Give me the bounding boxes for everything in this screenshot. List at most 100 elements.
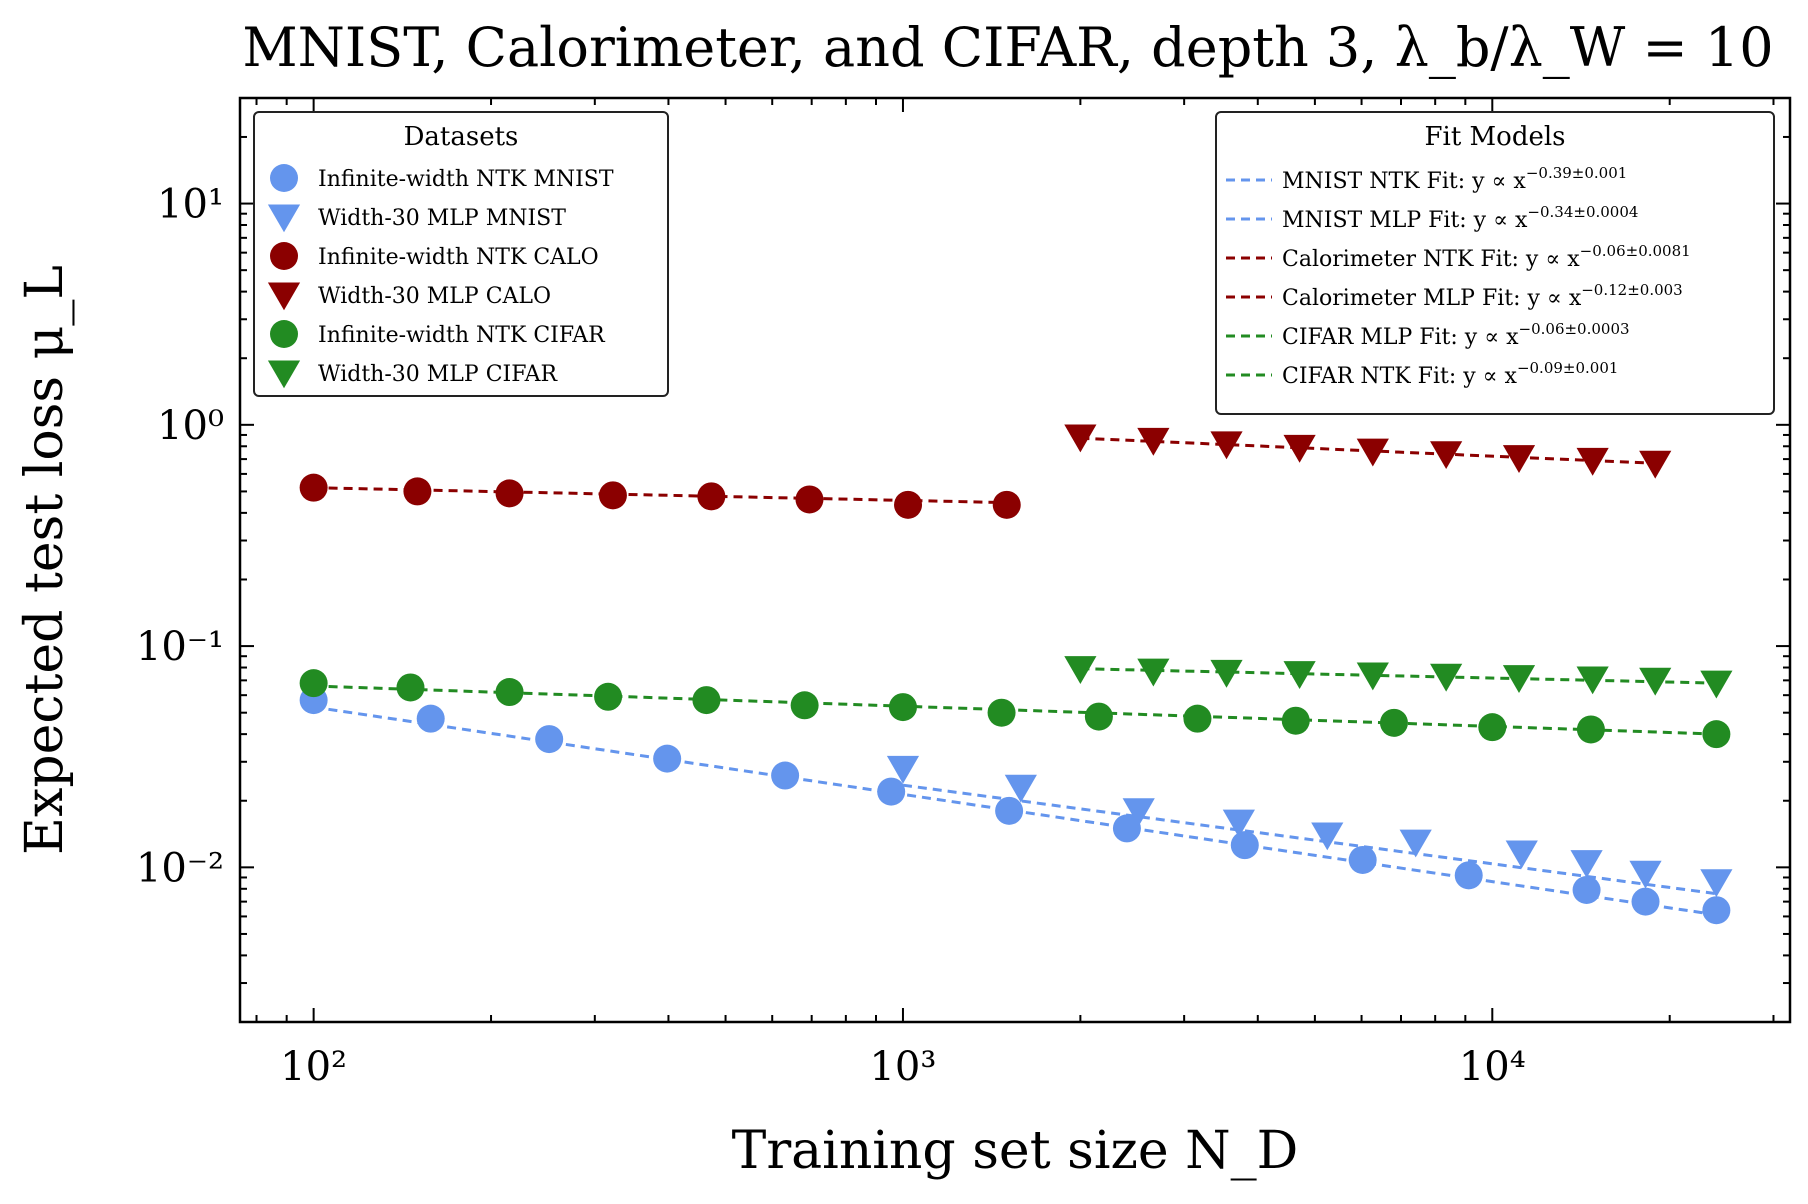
data-point-circle — [299, 669, 328, 698]
series-group — [886, 755, 1733, 898]
data-point-circle — [396, 673, 425, 702]
data-point-triangle — [1570, 850, 1603, 878]
data-point-triangle — [1210, 431, 1243, 460]
data-point-circle — [1348, 845, 1377, 874]
data-point-circle — [877, 777, 906, 806]
legend-exponent: −0.12±0.003 — [1581, 281, 1682, 299]
data-point-triangle — [1004, 774, 1037, 803]
data-point-triangle — [1122, 798, 1155, 827]
data-point-circle — [598, 481, 627, 510]
data-point-triangle — [1576, 666, 1609, 695]
data-point-circle — [992, 490, 1021, 519]
legend-marker-circle — [270, 164, 298, 192]
legend-entry-label: Infinite-width NTK CALO — [318, 245, 599, 270]
data-point-circle — [495, 678, 524, 707]
data-point-triangle — [1502, 445, 1536, 474]
plot-area: 10² 10³ 10⁴ 10⁻² 10⁻¹ 10⁰ 10¹ — [136, 97, 1790, 1090]
legend-entry-label: Calorimeter MLP Fit: y ∝ x−0.12±0.003 — [1282, 281, 1683, 311]
legend-marker-circle — [270, 242, 298, 270]
data-point-triangle — [1137, 427, 1170, 456]
legend-exponent: −0.09±0.001 — [1517, 359, 1618, 377]
data-point-circle — [995, 796, 1024, 825]
legend-entry-label: Infinite-width NTK CIFAR — [318, 323, 606, 348]
y-tick-label: 10⁻¹ — [136, 624, 224, 670]
data-point-circle — [1379, 708, 1408, 737]
data-point-triangle — [886, 755, 920, 784]
legend-entry-label: Width-30 MLP CALO — [318, 284, 551, 309]
fit-line — [313, 486, 1007, 505]
data-point-circle — [1702, 720, 1731, 749]
data-point-circle — [1702, 896, 1731, 925]
data-point-circle — [888, 693, 917, 722]
fit-line — [902, 783, 1717, 896]
data-point-circle — [403, 477, 432, 506]
data-point-circle — [1230, 831, 1259, 860]
data-point-circle — [594, 682, 623, 711]
data-point-triangle — [1639, 667, 1672, 696]
data-point-triangle — [1399, 829, 1432, 858]
data-point-triangle — [1502, 665, 1536, 693]
data-point-circle — [790, 691, 819, 720]
series-group — [1064, 424, 1672, 479]
y-tick-label: 10⁰ — [157, 403, 224, 449]
data-point-circle — [1631, 887, 1660, 916]
x-tick-label: 10⁴ — [1459, 1044, 1526, 1090]
data-point-triangle — [1283, 434, 1316, 463]
data-point-triangle — [1430, 663, 1463, 692]
y-tick-label: 10⁻² — [136, 845, 224, 891]
legend-exponent: −0.39±0.001 — [1526, 164, 1627, 182]
data-point-circle — [1281, 706, 1310, 735]
data-point-circle — [416, 704, 445, 733]
legend-marker-circle — [270, 320, 298, 348]
legend-exponent: −0.34±0.0004 — [1527, 203, 1638, 221]
x-tick-label: 10³ — [869, 1044, 936, 1090]
legend-exponent: −0.06±0.0081 — [1580, 242, 1691, 260]
y-tick-label: 10¹ — [157, 182, 224, 228]
series-group — [299, 686, 1731, 925]
data-point-triangle — [1064, 424, 1097, 453]
data-point-triangle — [1210, 659, 1243, 688]
series-group — [299, 473, 1021, 519]
data-point-triangle — [1356, 662, 1389, 691]
data-point-circle — [771, 761, 800, 790]
legend-datasets: Datasets Infinite-width NTK MNIST Width-30… — [253, 111, 669, 397]
legend-marker-triangle — [267, 360, 301, 389]
data-point-triangle — [1629, 860, 1662, 889]
data-point-circle — [299, 473, 328, 502]
data-point-circle — [535, 725, 564, 754]
plot-frame — [238, 96, 1792, 1024]
data-point-circle — [894, 490, 923, 519]
legend-fits: Fit Models MNIST NTK Fit: y ∝ x−0.39±0.00… — [1215, 111, 1775, 415]
data-point-triangle — [1222, 809, 1255, 838]
data-point-triangle — [1430, 441, 1463, 470]
fit-line — [313, 684, 1717, 736]
x-axis-label: Training set size N_D — [732, 1121, 1299, 1181]
data-point-circle — [1576, 715, 1605, 744]
series-group — [299, 669, 1731, 749]
data-point-circle — [653, 744, 682, 773]
data-point-triangle — [1700, 869, 1733, 898]
x-tick-label: 10² — [280, 1044, 347, 1090]
data-point-triangle — [1137, 658, 1170, 687]
legend-entry-label: MNIST NTK Fit: y ∝ x−0.39±0.001 — [1282, 164, 1627, 194]
legend-marker-triangle — [267, 282, 301, 311]
legend-frame — [1215, 111, 1775, 415]
data-point-circle — [697, 482, 726, 511]
data-point-circle — [1084, 702, 1113, 731]
legend-title: Datasets — [404, 122, 519, 152]
data-point-circle — [1183, 704, 1212, 733]
data-point-circle — [1572, 875, 1601, 904]
data-point-triangle — [1311, 822, 1344, 851]
data-point-circle — [795, 485, 824, 514]
chart-title: MNIST, Calorimeter, and CIFAR, depth 3, … — [242, 16, 1773, 79]
legend-exponent: −0.06±0.0003 — [1519, 320, 1630, 338]
legend-entry-label: Width-30 MLP MNIST — [318, 206, 566, 231]
legend-marker-triangle — [267, 204, 301, 233]
data-point-triangle — [1064, 656, 1097, 685]
data-point-triangle — [1576, 447, 1609, 476]
data-point-triangle — [1505, 840, 1538, 869]
data-point-triangle — [1283, 661, 1316, 690]
legend-entry-label: Infinite-width NTK MNIST — [318, 167, 614, 192]
data-point-triangle — [1700, 670, 1733, 699]
